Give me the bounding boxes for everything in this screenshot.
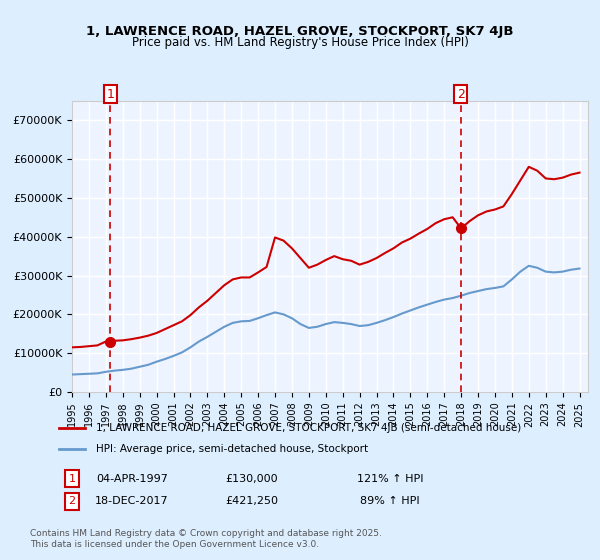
Text: 1: 1 bbox=[106, 88, 115, 101]
Text: 121% ↑ HPI: 121% ↑ HPI bbox=[357, 474, 423, 484]
Text: 89% ↑ HPI: 89% ↑ HPI bbox=[360, 496, 420, 506]
Text: £421,250: £421,250 bbox=[226, 496, 278, 506]
Text: HPI: Average price, semi-detached house, Stockport: HPI: Average price, semi-detached house,… bbox=[95, 444, 368, 454]
Text: 1: 1 bbox=[68, 474, 76, 484]
Text: Contains HM Land Registry data © Crown copyright and database right 2025.
This d: Contains HM Land Registry data © Crown c… bbox=[30, 529, 382, 549]
Text: 2: 2 bbox=[457, 88, 464, 101]
Text: 1, LAWRENCE ROAD, HAZEL GROVE, STOCKPORT, SK7 4JB (semi-detached house): 1, LAWRENCE ROAD, HAZEL GROVE, STOCKPORT… bbox=[95, 423, 521, 433]
Text: Price paid vs. HM Land Registry's House Price Index (HPI): Price paid vs. HM Land Registry's House … bbox=[131, 36, 469, 49]
Text: £130,000: £130,000 bbox=[226, 474, 278, 484]
Text: 2: 2 bbox=[68, 496, 76, 506]
Text: 04-APR-1997: 04-APR-1997 bbox=[96, 474, 168, 484]
Text: 18-DEC-2017: 18-DEC-2017 bbox=[95, 496, 169, 506]
Text: 1, LAWRENCE ROAD, HAZEL GROVE, STOCKPORT, SK7 4JB: 1, LAWRENCE ROAD, HAZEL GROVE, STOCKPORT… bbox=[86, 25, 514, 38]
